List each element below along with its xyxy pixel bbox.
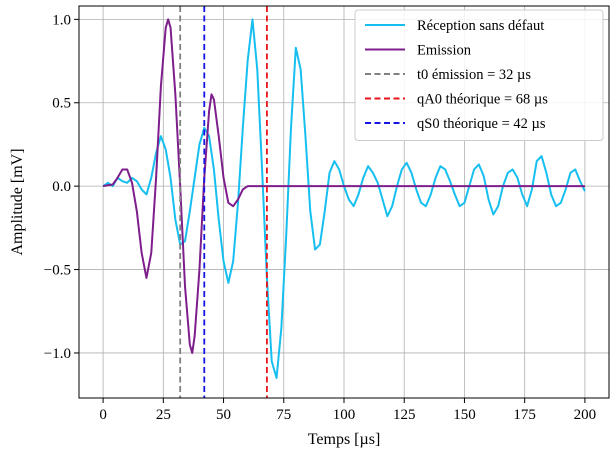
y-tick-label: −1.0 bbox=[44, 346, 71, 362]
legend-label: qS0 théorique = 42 µs bbox=[417, 116, 546, 132]
x-axis-label: Temps [µs] bbox=[308, 431, 381, 448]
legend-label: Réception sans défaut bbox=[417, 18, 544, 34]
x-tick-label: 150 bbox=[453, 407, 476, 423]
x-tick-label: 75 bbox=[276, 407, 291, 423]
y-tick-label: −0.5 bbox=[44, 263, 71, 279]
legend-label: Emission bbox=[417, 43, 472, 59]
x-tick-label: 175 bbox=[513, 407, 536, 423]
series-lines bbox=[102, 18, 586, 379]
y-axis-label: Amplitude [mV] bbox=[9, 148, 26, 255]
x-tick-label: 100 bbox=[333, 407, 356, 423]
y-tick-label: 0.0 bbox=[52, 179, 71, 195]
axis-ticks: 0 25 50 75 100 125 150 175 200 −1.0 −0.5 0.0 0.5 1.0 bbox=[44, 12, 596, 423]
legend-label: qA0 théorique = 68 µs bbox=[417, 92, 548, 108]
legend: Réception sans défaut Emission t0 émission… bbox=[354, 9, 604, 141]
vertical-reference-lines bbox=[179, 6, 268, 398]
legend-label: t0 émission = 32 µs bbox=[417, 67, 531, 83]
x-tick-label: 50 bbox=[216, 407, 231, 423]
series-line-emission bbox=[102, 18, 585, 354]
x-tick-label: 25 bbox=[156, 407, 171, 423]
x-tick-label: 200 bbox=[574, 407, 597, 423]
y-tick-label: 1.0 bbox=[52, 12, 71, 28]
y-tick-label: 0.5 bbox=[52, 96, 71, 112]
x-tick-label: 125 bbox=[393, 407, 416, 423]
legend-box bbox=[354, 9, 604, 141]
x-tick-label: 0 bbox=[99, 407, 107, 423]
